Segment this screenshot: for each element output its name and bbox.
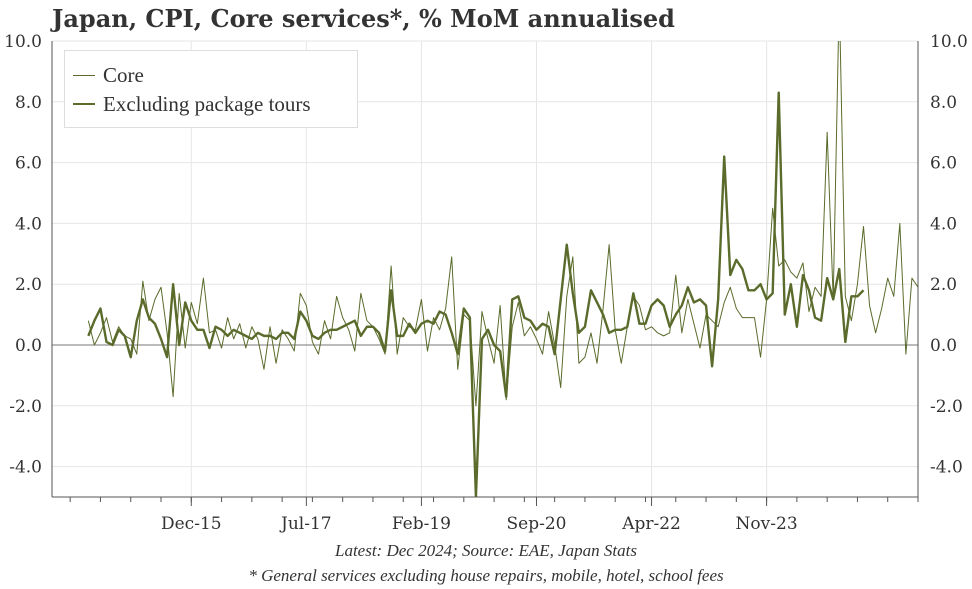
y-tick-label-right: -2.0 [930,397,963,417]
y-tick-label-right: 0.0 [930,336,957,356]
x-tick-label: Nov-23 [736,514,798,534]
y-tick-label-left: -4.0 [9,458,42,478]
source-note: Latest: Dec 2024; Source: EAE, Japan Sta… [335,541,637,560]
footnote: * General services excluding house repai… [248,566,724,585]
series-line-core [87,41,918,407]
y-tick-label-left: 0.0 [15,336,42,356]
y-tick-label-left: -2.0 [9,397,42,417]
legend-label-core: Core [103,62,144,87]
legend-item-core: Core [73,63,144,87]
x-tick-label: Apr-22 [621,514,681,534]
series-line-excluding-package-tours [87,91,865,497]
y-tick-label-right: 2.0 [930,275,957,295]
y-tick-label-right: 10.0 [930,32,968,52]
y-tick-label-left: 10.0 [4,32,42,52]
y-tick-label-right: -4.0 [930,458,963,478]
y-tick-label-left: 2.0 [15,275,42,295]
legend-label-excluding-package-tours: Excluding package tours [103,91,311,116]
legend-item-excluding-package-tours: Excluding package tours [73,92,311,116]
legend-swatch-thick [73,102,95,106]
y-tick-label-right: 6.0 [930,154,957,174]
y-tick-label-left: 4.0 [15,214,42,234]
x-tick-label: Sep-20 [506,514,566,534]
series-layer [87,41,918,497]
x-tick-label: Jul-17 [279,514,332,534]
chart-legend: Core Excluding package tours [64,50,358,128]
y-tick-label-left: 6.0 [15,154,42,174]
y-tick-label-left: 8.0 [15,93,42,113]
legend-swatch-thin [73,74,95,76]
y-tick-label-right: 4.0 [930,214,957,234]
y-tick-label-right: 8.0 [930,93,957,113]
x-tick-label: Feb-19 [392,514,451,534]
x-tick-label: Dec-15 [161,514,222,534]
axis-layer: -4.0 -4.0 -2.0 -2.0 0.0 0.0 2.0 2.0 4.0 4.0 6.0 6.0… [4,32,968,534]
chart-title: Japan, CPI, Core services*, % MoM annual… [52,4,675,33]
